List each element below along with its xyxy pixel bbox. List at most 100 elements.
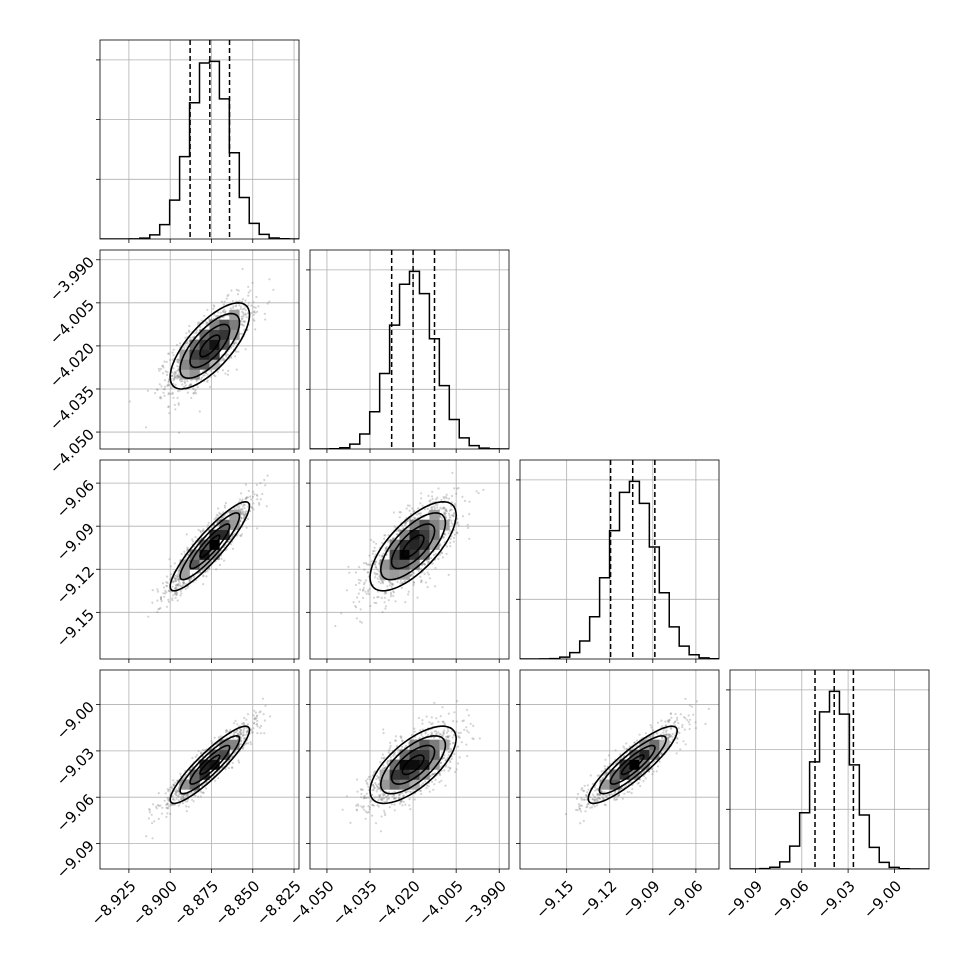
- scatter-point: [219, 563, 222, 567]
- scatter-point: [596, 799, 599, 802]
- scatter-point: [669, 734, 672, 737]
- panel-frame: [309, 669, 510, 870]
- scatter-point: [475, 490, 478, 493]
- scatter-point: [174, 376, 177, 379]
- scatter-point: [172, 581, 175, 584]
- scatter-point: [212, 745, 215, 748]
- scatter-point: [236, 723, 239, 726]
- scatter-point: [373, 786, 376, 790]
- scatter-point: [224, 372, 227, 375]
- scatter-point: [591, 782, 595, 786]
- scatter-point: [242, 513, 245, 516]
- density-cell: [389, 759, 400, 770]
- scatter-point: [441, 706, 444, 709]
- scatter-point: [447, 573, 450, 577]
- scatter-point: [448, 750, 452, 753]
- scatter-point: [362, 795, 365, 799]
- scatter-point: [451, 736, 454, 739]
- scatter-point: [447, 729, 450, 733]
- scatter-point: [367, 563, 370, 566]
- y-tick-label: −9.09: [53, 519, 98, 564]
- scatter-point: [253, 721, 256, 724]
- scatter-point: [364, 779, 368, 783]
- scatter-point: [397, 796, 401, 800]
- scatter-point: [412, 509, 416, 512]
- histogram-panel-2: [306, 249, 510, 453]
- scatter-point: [420, 568, 423, 571]
- panel-frame: [519, 669, 720, 870]
- scatter-point: [215, 568, 218, 571]
- scatter-point: [410, 574, 413, 577]
- scatter-point: [363, 797, 366, 800]
- scatter-point: [151, 837, 154, 840]
- scatter-point: [229, 307, 232, 310]
- scatter-point: [452, 514, 455, 518]
- scatter-point: [364, 810, 367, 813]
- scatter-point: [580, 797, 583, 800]
- scatter-point: [379, 798, 382, 801]
- scatter-point: [431, 495, 434, 498]
- scatter-point: [362, 562, 365, 565]
- scatter-point: [177, 795, 180, 798]
- scatter-point: [186, 341, 189, 344]
- scatter-point: [648, 770, 651, 773]
- scatter-point: [423, 562, 426, 566]
- scatter-point: [236, 506, 239, 509]
- scatter-point: [233, 342, 236, 345]
- scatter-point: [623, 747, 626, 750]
- scatter-point: [362, 588, 365, 591]
- scatter-point: [667, 736, 670, 739]
- scatter-point: [173, 792, 177, 796]
- scatter-point: [211, 742, 214, 745]
- scatter-point: [387, 751, 390, 754]
- scatter-point: [369, 538, 373, 542]
- scatter-point: [430, 731, 433, 734]
- scatter-point: [247, 301, 250, 304]
- scatter-point: [239, 730, 242, 734]
- scatter-point: [168, 589, 171, 592]
- scatter-point: [356, 778, 359, 781]
- scatter-point: [408, 790, 411, 793]
- scatter-point: [253, 709, 256, 712]
- scatter-point: [427, 573, 430, 576]
- density-cell: [389, 779, 400, 790]
- scatter-point: [446, 735, 449, 739]
- scatter-point: [167, 384, 170, 387]
- scatter-point: [182, 794, 185, 797]
- scatter-point: [245, 718, 248, 721]
- scatter-point: [202, 374, 205, 377]
- scatter-point: [230, 356, 233, 359]
- scatter-point: [427, 733, 430, 737]
- scatter-point: [171, 351, 174, 354]
- scatter-point: [175, 586, 178, 589]
- scatter-point: [454, 770, 457, 774]
- density-cell: [419, 549, 430, 560]
- scatter-point: [188, 580, 191, 583]
- scatter-point: [374, 566, 377, 569]
- density-cell: [409, 739, 420, 750]
- scatter-point: [176, 375, 179, 378]
- contour-line: [379, 512, 447, 581]
- scatter-point: [393, 797, 396, 800]
- scatter-point: [437, 557, 440, 561]
- scatter-point: [402, 800, 405, 803]
- scatter-point: [420, 580, 423, 583]
- scatter-point: [238, 761, 241, 764]
- scatter-point: [601, 777, 604, 780]
- scatter-point: [243, 514, 246, 517]
- density-cell: [389, 569, 400, 580]
- scatter-point: [362, 586, 365, 589]
- scatter-point: [637, 781, 640, 785]
- scatter-point: [593, 798, 596, 802]
- scatter-point: [244, 313, 247, 316]
- scatter-point: [244, 510, 247, 514]
- scatter-point: [383, 767, 386, 770]
- scatter-point: [159, 596, 162, 599]
- scatter-point: [376, 596, 379, 599]
- scatter-point: [245, 510, 248, 513]
- scatter-point: [420, 492, 423, 495]
- scatter-point: [373, 770, 377, 773]
- scatter-point: [239, 733, 242, 736]
- scatter-point: [152, 803, 155, 806]
- scatter-point: [245, 742, 248, 745]
